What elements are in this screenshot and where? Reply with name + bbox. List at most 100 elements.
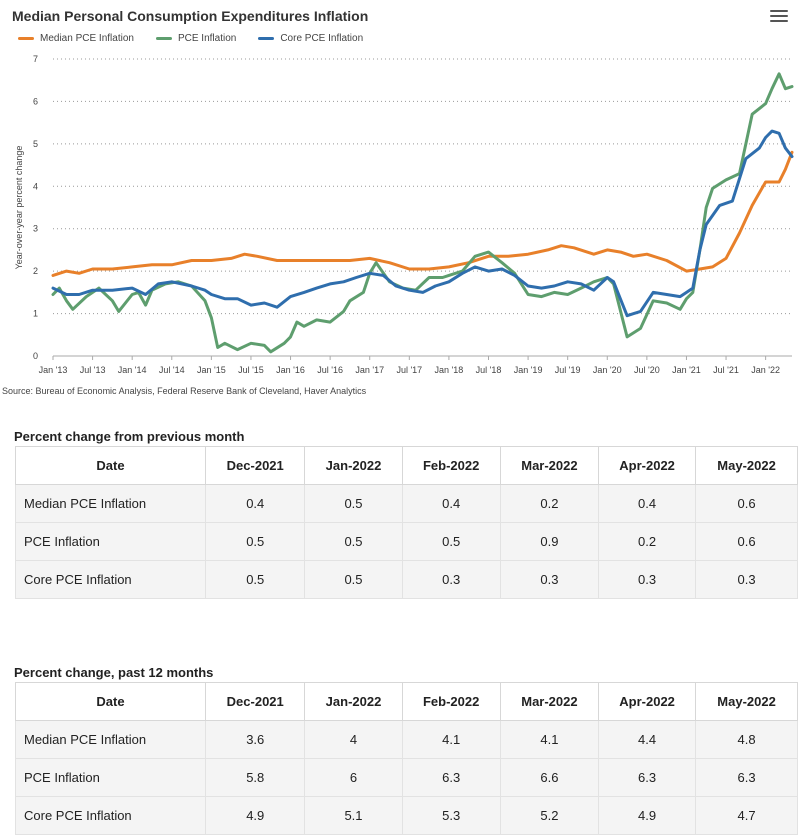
table-cell: 0.2: [499, 484, 600, 523]
x-tick-label: Jan '16: [276, 365, 305, 375]
column-header: Jan-2022: [304, 682, 403, 721]
table-cell: 0.3: [695, 560, 798, 599]
table-cell: 5.2: [499, 796, 600, 835]
table-cell: 0.3: [499, 560, 600, 599]
column-header: Mar-2022: [499, 682, 600, 721]
x-tick-label: Jan '18: [435, 365, 464, 375]
chart-legend: Median PCE Inflation PCE Inflation Core …: [18, 33, 385, 44]
y-tick-label: 4: [33, 181, 38, 191]
table-cell: 4.9: [598, 796, 697, 835]
hamburger-menu-icon[interactable]: [768, 7, 790, 25]
x-tick-label: Jul '17: [396, 365, 422, 375]
y-tick-label: 0: [33, 351, 38, 361]
table-cell: 6.3: [695, 758, 798, 797]
table-cell: 5.3: [401, 796, 501, 835]
monthly-table-title: Percent change from previous month: [14, 429, 245, 444]
table-cell: 0.5: [304, 560, 403, 599]
y-tick-label: 1: [33, 309, 38, 319]
table-cell: 0.5: [304, 484, 403, 523]
column-header: Dec-2021: [204, 446, 306, 485]
legend-label-pce: PCE Inflation: [177, 33, 237, 44]
series-line-median: [51, 150, 794, 277]
table-cell: 4.7: [695, 796, 798, 835]
x-tick-label: Jul '20: [634, 365, 660, 375]
table-row: Core PCE Inflation 0.5 0.5 0.3 0.3 0.3 0.3: [15, 560, 798, 599]
x-tick-label: Jan '14: [118, 365, 147, 375]
table-cell: 0.5: [204, 560, 306, 599]
row-label: PCE Inflation: [15, 522, 206, 561]
table-cell: 4.1: [401, 720, 501, 759]
table-cell: 0.4: [204, 484, 306, 523]
y-tick-label: 7: [33, 54, 38, 64]
row-label: Core PCE Inflation: [15, 560, 206, 599]
x-tick-label: Jan '22: [751, 365, 780, 375]
series-line-pce: [51, 72, 794, 354]
x-tick-label: Jan '15: [197, 365, 226, 375]
table-cell: 0.4: [598, 484, 697, 523]
table-row: Median PCE Inflation 3.6 4 4.1 4.1 4.4 4.8: [15, 720, 798, 759]
table-cell: 0.6: [695, 522, 798, 561]
table-cell: 4.8: [695, 720, 798, 759]
legend-swatch-pce: [155, 37, 172, 40]
table-cell: 0.6: [695, 484, 798, 523]
table-cell: 0.9: [499, 522, 600, 561]
x-tick-label: Jan '21: [672, 365, 701, 375]
table-cell: 0.5: [401, 522, 501, 561]
column-header: Apr-2022: [598, 682, 697, 721]
row-label: Median PCE Inflation: [15, 720, 206, 759]
legend-swatch-core: [258, 37, 275, 40]
y-axis-label: Year-over-year percent change: [14, 146, 24, 270]
x-tick-label: Jul '18: [476, 365, 502, 375]
series-line-core: [51, 129, 794, 318]
legend-item-pce[interactable]: PCE Inflation: [155, 33, 237, 44]
table-row: PCE Inflation 5.8 6 6.3 6.6 6.3 6.3: [15, 758, 798, 797]
table-row: Core PCE Inflation 4.9 5.1 5.3 5.2 4.9 4.7: [15, 796, 798, 835]
table-row: PCE Inflation 0.5 0.5 0.5 0.9 0.2 0.6: [15, 522, 798, 561]
table-cell: 0.3: [401, 560, 501, 599]
column-header: Mar-2022: [499, 446, 600, 485]
column-header: Feb-2022: [401, 682, 501, 721]
table-cell: 4.9: [204, 796, 306, 835]
chart-title: Median Personal Consumption Expenditures…: [12, 8, 369, 24]
row-label: PCE Inflation: [15, 758, 206, 797]
table-cell: 0.5: [304, 522, 403, 561]
column-header: May-2022: [695, 446, 798, 485]
row-label: Median PCE Inflation: [15, 484, 206, 523]
table-header-row: Date Dec-2021 Jan-2022 Feb-2022 Mar-2022 Apr-…: [15, 682, 798, 721]
monthly-change-table: Date Dec-2021 Jan-2022 Feb-2022 Mar-2022 Apr-…: [15, 446, 798, 599]
x-tick-label: Jan '19: [514, 365, 543, 375]
column-header: Date: [15, 682, 206, 721]
source-note: Source: Bureau of Economic Analysis, Fed…: [2, 386, 367, 396]
table-cell: 0.5: [204, 522, 306, 561]
x-tick-label: Jul '13: [80, 365, 106, 375]
x-tick-label: Jul '16: [317, 365, 343, 375]
table-cell: 6: [304, 758, 403, 797]
table-cell: 0.2: [598, 522, 697, 561]
x-tick-label: Jan '20: [593, 365, 622, 375]
x-tick-label: Jan '17: [355, 365, 384, 375]
x-tick-label: Jul '14: [159, 365, 185, 375]
legend-item-median[interactable]: Median PCE Inflation: [18, 33, 134, 44]
legend-item-core[interactable]: Core PCE Inflation: [258, 33, 363, 44]
legend-label-core: Core PCE Inflation: [280, 33, 364, 44]
annual-table-title: Percent change, past 12 months: [14, 665, 214, 680]
y-tick-label: 6: [33, 96, 38, 106]
x-tick-label: Jul '15: [238, 365, 264, 375]
table-cell: 0.3: [598, 560, 697, 599]
table-cell: 4.1: [499, 720, 600, 759]
table-cell: 6.6: [499, 758, 600, 797]
table-cell: 0.4: [401, 484, 501, 523]
y-tick-label: 2: [33, 266, 38, 276]
column-header: Jan-2022: [304, 446, 403, 485]
x-tick-label: Jan '13: [39, 365, 68, 375]
column-header: Apr-2022: [598, 446, 697, 485]
table-row: Median PCE Inflation 0.4 0.5 0.4 0.2 0.4 0.6: [15, 484, 798, 523]
table-header-row: Date Dec-2021 Jan-2022 Feb-2022 Mar-2022 Apr-…: [15, 446, 798, 485]
table-cell: 3.6: [204, 720, 306, 759]
column-header: May-2022: [695, 682, 798, 721]
y-tick-label: 3: [33, 224, 38, 234]
table-cell: 5.8: [204, 758, 306, 797]
x-tick-label: Jul '21: [713, 365, 739, 375]
annual-change-table: Date Dec-2021 Jan-2022 Feb-2022 Mar-2022 Apr-…: [15, 682, 798, 835]
table-cell: 4.4: [598, 720, 697, 759]
